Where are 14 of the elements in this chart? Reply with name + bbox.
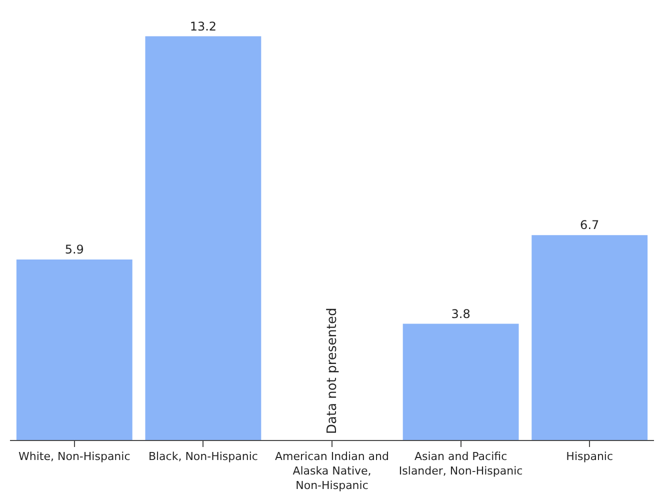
bar: [16, 260, 132, 440]
x-tick-label: American Indian and Alaska Native, Non-Hispanic: [274, 450, 390, 492]
annotation: Data not presented: [325, 308, 340, 434]
data-label: 5.9: [64, 242, 84, 257]
x-tick-label: Black, Non-Hispanic: [148, 450, 258, 464]
x-tick-label: Asian and Pacific Islander, Non-Hispanic: [398, 450, 523, 478]
x-tick-label: White, Non-Hispanic: [18, 450, 130, 464]
bar: [532, 235, 648, 440]
data-label: 3.8: [451, 306, 470, 321]
bar: [402, 324, 519, 440]
data-label: 13.2: [190, 19, 217, 34]
data-label: 6.7: [580, 218, 600, 232]
bar: [145, 36, 262, 440]
x-tick-label: Hispanic: [566, 450, 614, 464]
